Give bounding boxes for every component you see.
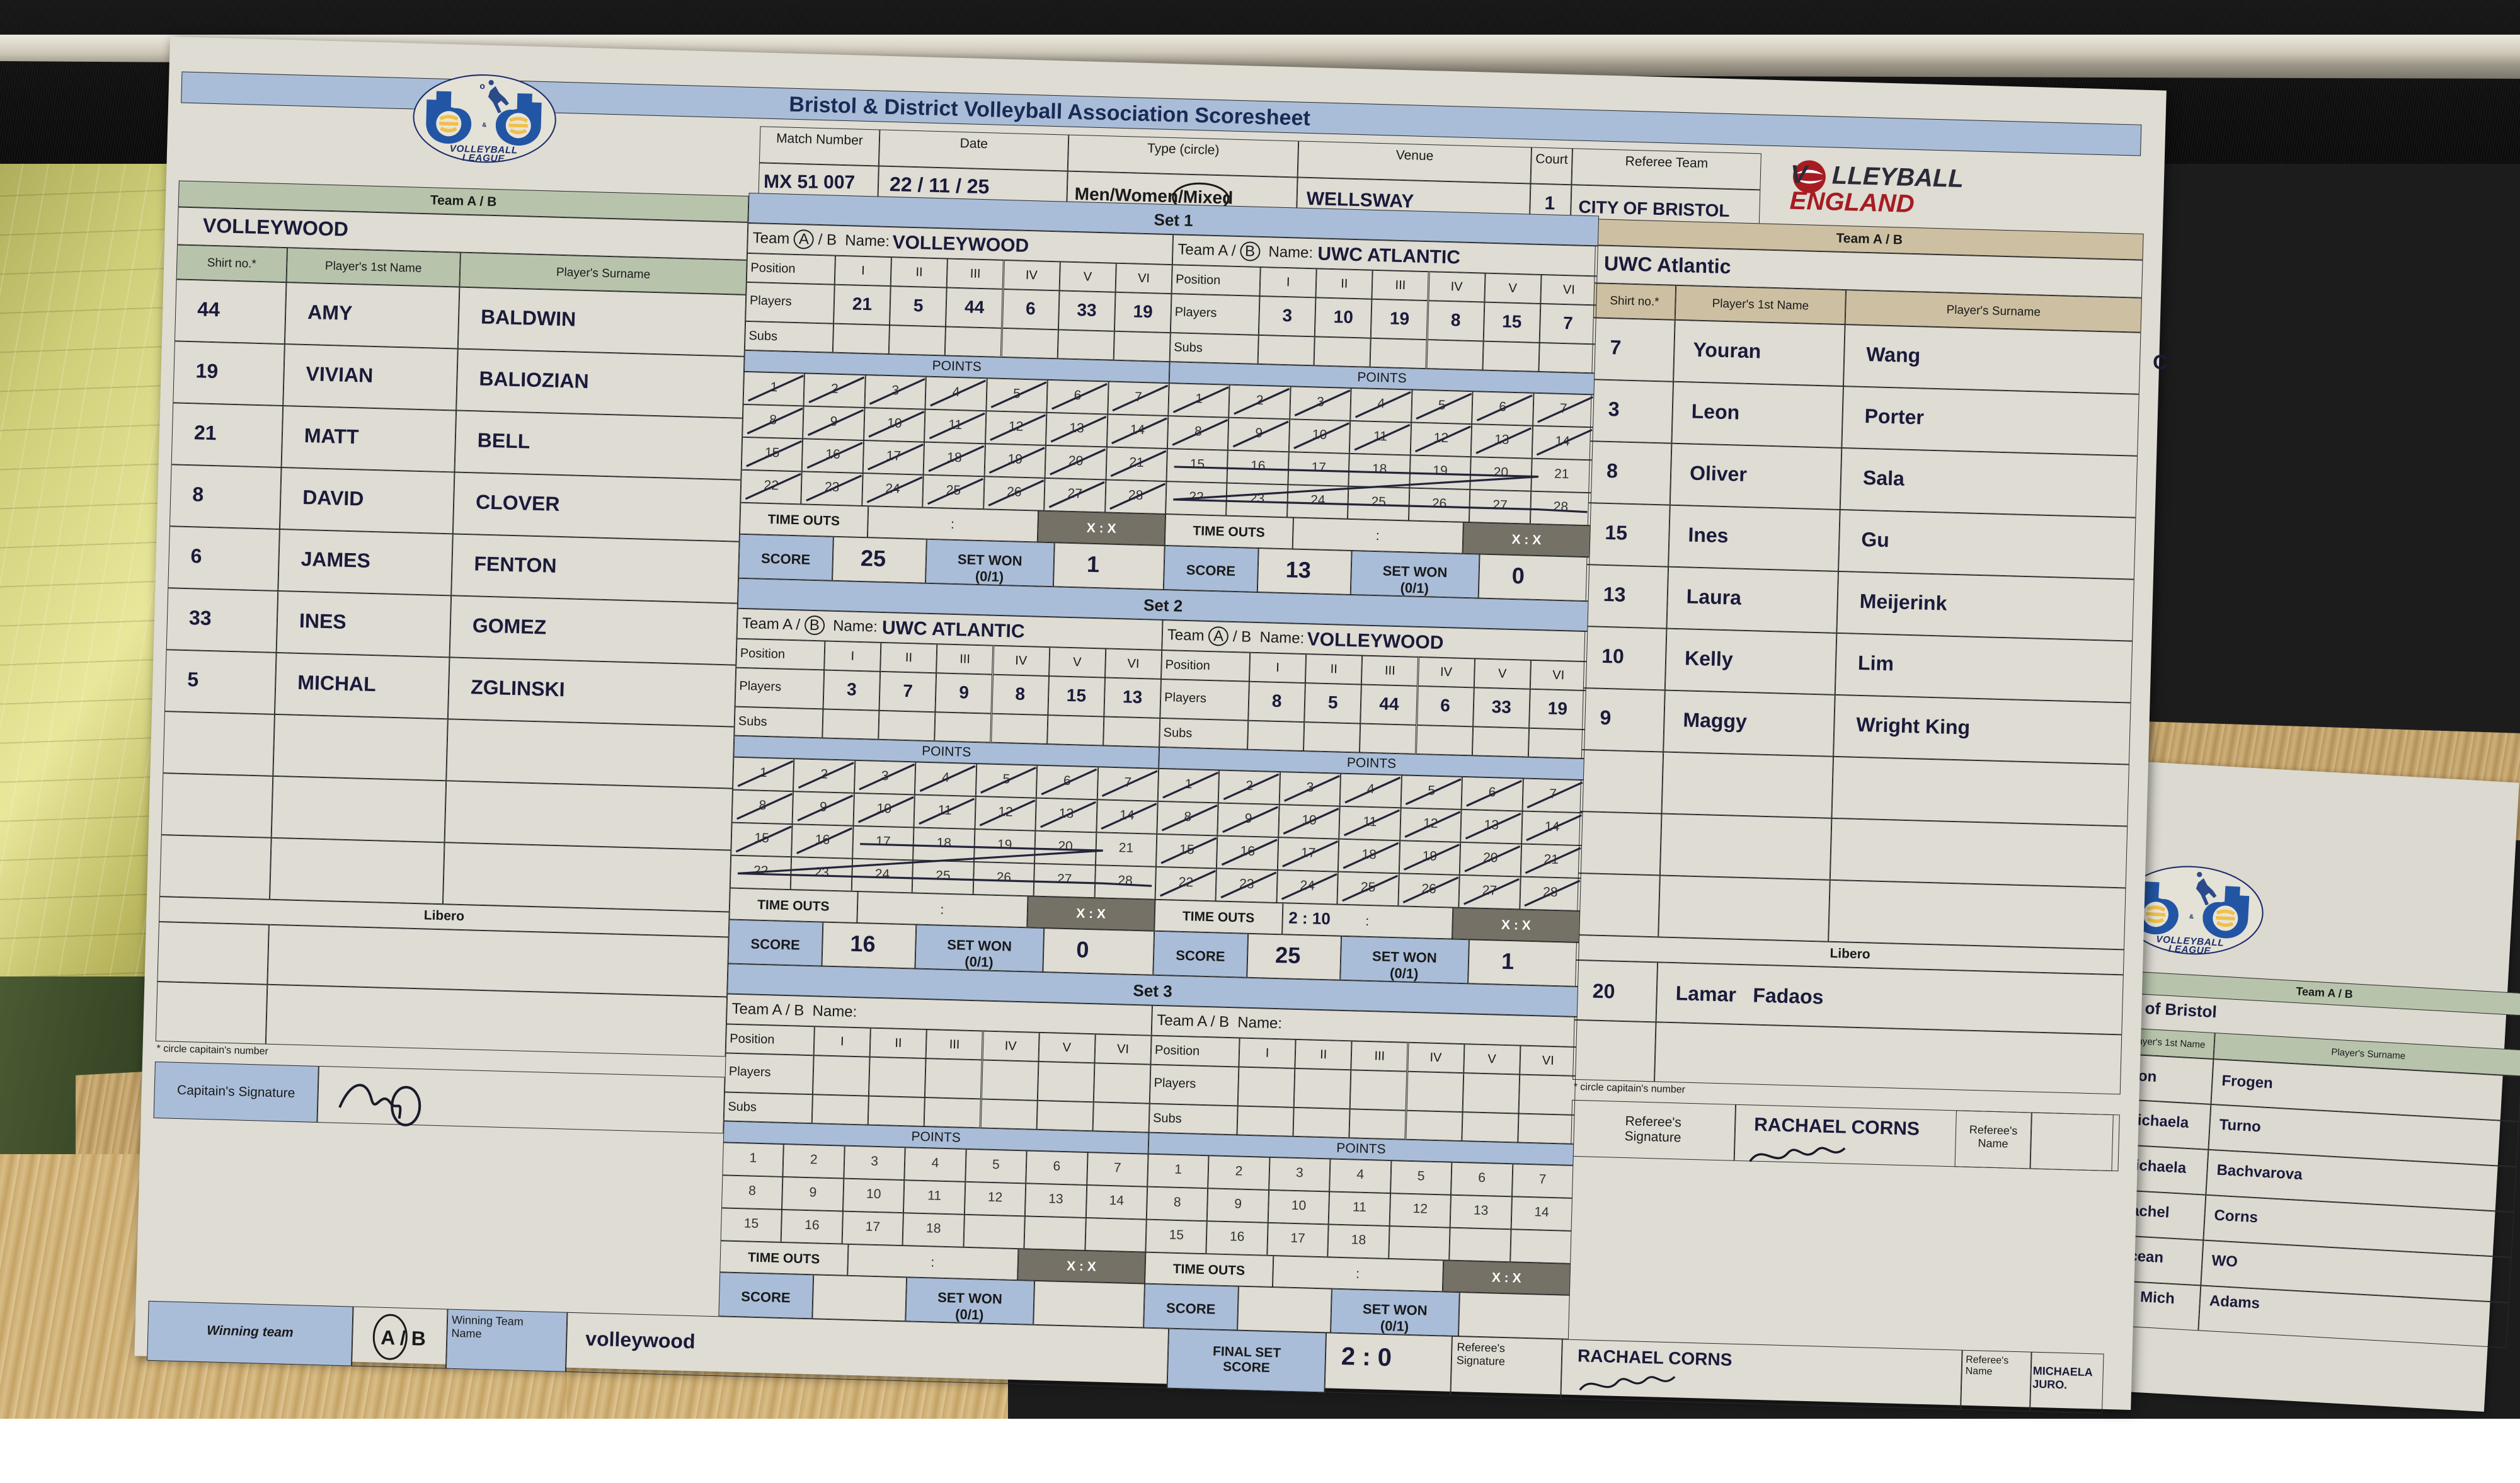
svg-text:V: V (1790, 161, 1809, 189)
svg-text:o: o (479, 81, 485, 91)
svg-text:&: & (482, 122, 486, 129)
svg-text:LEAGUE: LEAGUE (462, 152, 505, 164)
svg-text:ENGLAND: ENGLAND (1789, 187, 1915, 218)
